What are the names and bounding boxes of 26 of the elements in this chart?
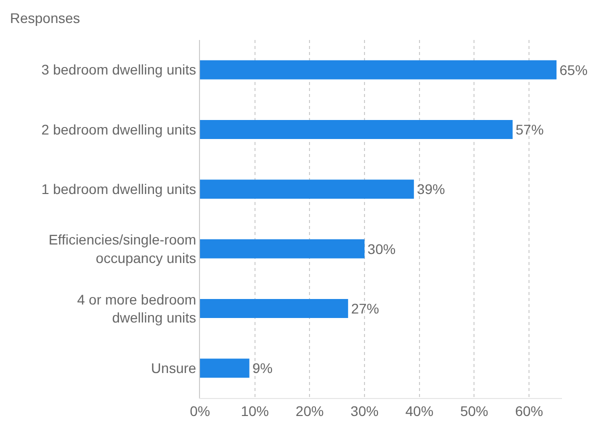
y-tick-label: 3 bedroom dwelling units xyxy=(41,62,196,78)
data-label: 27% xyxy=(351,300,380,316)
x-tick-label: 0% xyxy=(190,402,210,419)
y-tick-label: Efficiencies/single-room occupancy units xyxy=(48,232,196,266)
bar xyxy=(200,298,348,318)
x-tick-label: 50% xyxy=(460,402,488,419)
data-label: 65% xyxy=(560,62,588,78)
x-tick-label: 10% xyxy=(240,402,269,419)
bar xyxy=(200,60,557,80)
x-tick-label: 30% xyxy=(350,402,379,419)
bar xyxy=(200,239,365,258)
x-tick-label: 40% xyxy=(405,402,434,419)
y-tick-label: Unsure xyxy=(151,360,196,376)
data-label: 9% xyxy=(252,360,273,376)
bar xyxy=(200,120,513,140)
bar xyxy=(200,358,250,378)
y-tick-label: 2 bedroom dwelling units xyxy=(41,121,196,138)
x-tick-label: 20% xyxy=(296,402,324,419)
x-tick-label: 60% xyxy=(515,402,544,419)
y-tick-label: 1 bedroom dwelling units xyxy=(41,181,196,198)
data-label: 57% xyxy=(516,122,544,138)
bar xyxy=(200,180,414,199)
y-tick-label: 4 or more bedroom dwelling units xyxy=(77,291,196,326)
data-label: 39% xyxy=(416,181,445,198)
y-axis-title: Responses xyxy=(10,10,80,26)
data-label: 30% xyxy=(368,240,396,257)
